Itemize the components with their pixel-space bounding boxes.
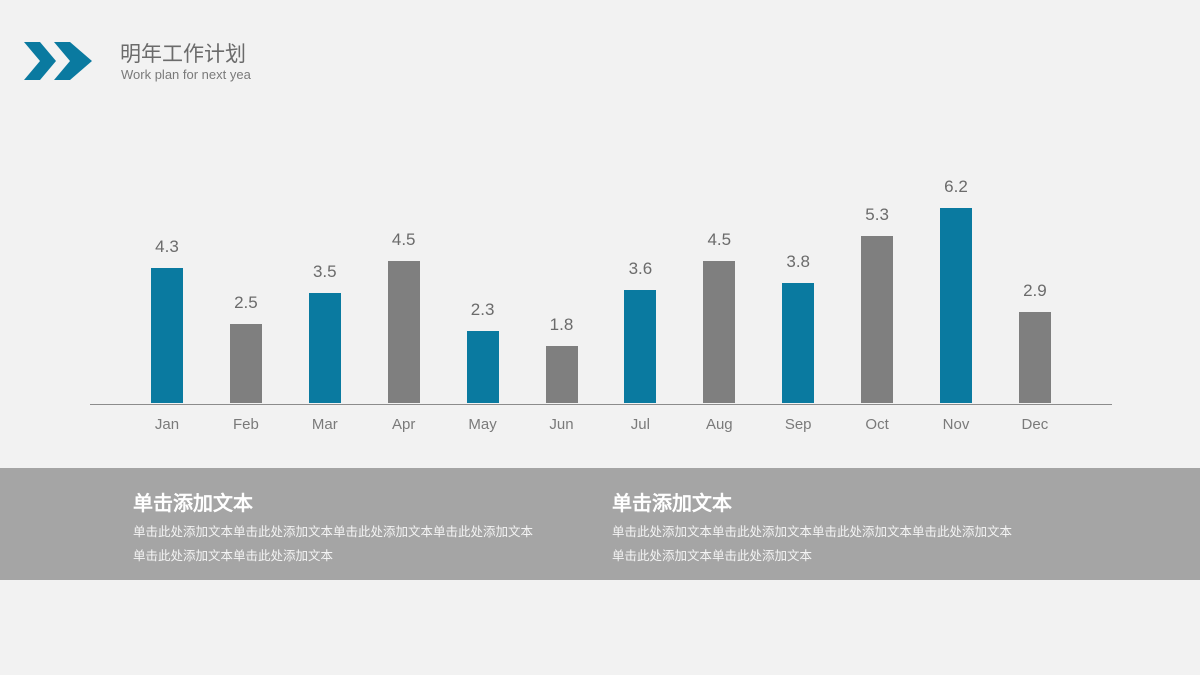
bar-chart: 4.3 Jan 2.5 Feb 3.5 Mar 4.5 Apr 2.3 May 1.8 Jun 3.6 J… <box>90 176 1112 433</box>
x-tick-label: Jun <box>549 416 574 433</box>
x-axis-line <box>90 404 1112 405</box>
block-body: 单击此处添加文本单击此处添加文本单击此处添加文本单击此处添加文本 单击此处添加文本… <box>133 524 534 563</box>
x-tick-label: Nov <box>942 416 970 433</box>
bar-nov <box>940 207 972 403</box>
page-subtitle: Work plan for next yea <box>121 67 251 82</box>
x-tick-label: Jan <box>154 416 180 433</box>
data-label: 5.3 <box>865 205 889 225</box>
x-tick-label: Oct <box>865 416 889 433</box>
bar-may <box>466 330 499 403</box>
text-block-left[interactable]: 单击添加文本 单击此处添加文本单击此处添加文本单击此处添加文本单击此处添加文本单… <box>133 490 593 568</box>
data-label: 3.8 <box>786 252 810 272</box>
x-tick-label: Jul <box>630 416 650 433</box>
x-tick-label: Apr <box>392 416 416 433</box>
x-tick-label: Mar <box>311 416 338 433</box>
block-heading: 单击添加文本 <box>612 491 732 515</box>
bar-oct <box>861 236 894 403</box>
block-body: 单击此处添加文本单击此处添加文本单击此处添加文本单击此处添加文本 单击此处添加文本… <box>612 524 1013 563</box>
x-tick-label: Aug <box>705 416 733 433</box>
text-block-right[interactable]: 单击添加文本 单击此处添加文本单击此处添加文本单击此处添加文本单击此处添加文本单… <box>612 490 1072 568</box>
block-heading: 单击添加文本 <box>133 491 253 515</box>
page-title: 明年工作计划 <box>120 42 246 66</box>
data-label: 6.2 <box>944 176 968 196</box>
bar-jun <box>545 346 578 403</box>
data-label: 4.5 <box>707 230 732 250</box>
x-tick-label: Feb <box>232 416 259 433</box>
bar-dec <box>1018 311 1051 403</box>
data-label: 3.6 <box>628 258 653 278</box>
data-label: 2.3 <box>470 299 495 319</box>
data-label: 4.3 <box>155 236 179 256</box>
data-label: 3.5 <box>312 261 337 281</box>
x-tick-label: Dec <box>1021 416 1049 433</box>
bar-jan <box>151 267 183 403</box>
bar-feb <box>229 324 262 403</box>
bar-apr <box>387 261 420 403</box>
bar-sep <box>782 283 815 403</box>
data-label: 1.8 <box>549 315 574 335</box>
footer-band <box>0 468 1200 580</box>
data-label: 4.5 <box>391 230 416 250</box>
bar-aug <box>703 261 736 403</box>
double-chevron-right-icon <box>24 42 92 80</box>
data-label: 2.5 <box>234 293 258 313</box>
data-label: 2.9 <box>1023 280 1047 300</box>
x-tick-label: Sep <box>784 416 812 433</box>
bar-mar <box>308 292 341 403</box>
x-tick-label: May <box>468 416 497 433</box>
bar-jul <box>624 289 657 403</box>
